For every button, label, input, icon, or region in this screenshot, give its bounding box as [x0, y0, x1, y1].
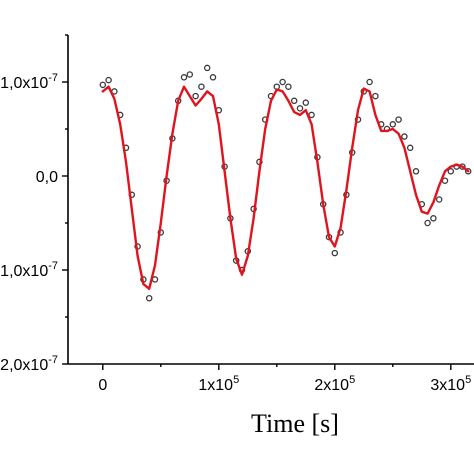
- data-point: [424, 219, 431, 227]
- series-lines: [101, 85, 470, 290]
- y-tick-label: -1,0x10-7: [0, 260, 58, 280]
- data-point: [372, 92, 379, 100]
- data-point: [302, 99, 310, 106]
- x-tick-label-exponent: 5: [233, 374, 239, 386]
- y-tick-label-base: 0,0: [36, 169, 58, 186]
- data-point: [279, 78, 286, 86]
- data-point: [447, 168, 455, 175]
- x-tick-label-base: 0: [98, 377, 107, 394]
- data-point: [395, 116, 402, 123]
- data-point: [285, 83, 292, 90]
- data-point: [401, 133, 408, 140]
- data-point: [296, 105, 304, 112]
- x-tick-label-exponent: 5: [465, 374, 471, 386]
- x-tick-label-exponent: 5: [349, 374, 355, 386]
- y-tick-label: 0,0: [36, 169, 58, 186]
- y-tick-label-exponent: -7: [48, 260, 58, 272]
- fit-line: [101, 85, 470, 290]
- y-ticks: 1,0x10-70,0-1,0x10-7-2,0x10-7: [0, 34, 68, 374]
- data-point: [412, 168, 420, 175]
- x-tick-label-base: 2x10: [314, 377, 349, 394]
- y-tick-label-base: -2,0x10: [0, 357, 48, 374]
- x-tick-label: 2x105: [314, 374, 355, 394]
- data-point: [99, 81, 107, 89]
- data-point: [430, 215, 437, 222]
- data-point: [209, 74, 217, 81]
- y-tick-label-exponent: -7: [48, 354, 58, 366]
- x-ticks: 0 1x105 2x105 3x105: [98, 364, 471, 394]
- data-point: [186, 71, 194, 78]
- data-point: [198, 83, 205, 90]
- data-point: [435, 196, 443, 203]
- y-tick-label: -2,0x10-7: [0, 354, 58, 374]
- y-tick-label: 1,0x10-7: [0, 72, 58, 92]
- data-point: [290, 97, 298, 105]
- y-tick-label-base: 1,0x10: [0, 75, 48, 92]
- x-tick-label: 1x105: [198, 374, 239, 394]
- data-point: [331, 249, 339, 257]
- y-tick-label-exponent: -7: [48, 72, 58, 84]
- data-point: [180, 74, 188, 81]
- data-point: [441, 177, 449, 184]
- x-tick-label: 3x105: [430, 374, 471, 394]
- x-axis-title: Time [s]: [251, 409, 339, 438]
- x-tick-label-base: 1x10: [198, 377, 233, 394]
- data-point: [406, 144, 414, 152]
- x-tick-label-base: 3x10: [430, 377, 465, 394]
- x-tick-label: 0: [98, 377, 107, 394]
- data-point: [366, 78, 373, 86]
- data-point: [105, 76, 112, 84]
- data-point: [145, 294, 153, 302]
- data-point: [389, 121, 397, 128]
- plot-area: 1,0x10-70,0-1,0x10-7-2,0x10-7 0 1x105 2x10…: [0, 34, 474, 394]
- data-point: [308, 111, 315, 119]
- data-point: [192, 92, 199, 100]
- y-tick-label-base: -1,0x10: [0, 263, 48, 280]
- data-point: [203, 64, 211, 72]
